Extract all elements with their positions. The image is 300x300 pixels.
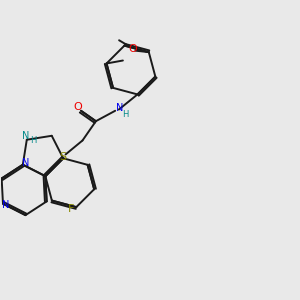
Text: H: H: [122, 110, 129, 119]
Text: N: N: [116, 103, 123, 113]
Text: O: O: [128, 44, 137, 54]
Text: N: N: [2, 200, 10, 210]
Text: O: O: [73, 102, 82, 112]
Text: N: N: [22, 158, 29, 168]
Text: N: N: [22, 131, 29, 141]
Text: S: S: [60, 152, 67, 162]
Text: H: H: [30, 136, 37, 145]
Text: F: F: [68, 205, 74, 214]
